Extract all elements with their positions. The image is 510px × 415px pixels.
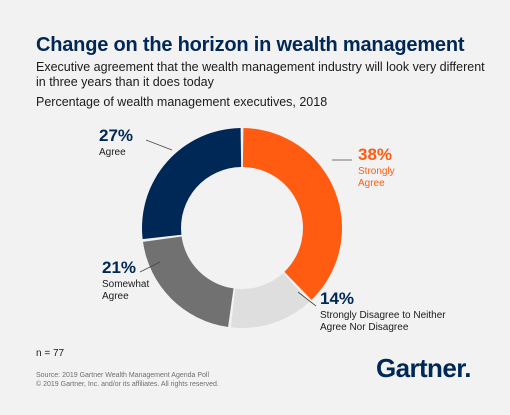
donut-slice-strongly-disagree-to-neither-agree-nor-disagree	[230, 273, 310, 328]
sample-size: n = 77	[36, 348, 65, 359]
source-note: Source: 2019 Gartner Wealth Management A…	[36, 371, 219, 389]
chart-title: Change on the horizon in wealth manageme…	[36, 34, 465, 56]
slice-value-label: 21%	[102, 258, 136, 277]
slice-category-label: Agree	[99, 147, 126, 158]
slice-category-label: Strongly Disagree to Neither	[320, 310, 446, 321]
leader-line	[145, 139, 173, 151]
slice-value-label: 38%	[358, 145, 392, 164]
donut-slice-strongly-agree	[242, 128, 342, 300]
slice-category-label: Agree	[358, 178, 385, 189]
gartner-logo: Gartner.	[376, 353, 471, 383]
slice-category-label: Agree	[102, 291, 129, 302]
chart-measure-label: Percentage of wealth management executiv…	[36, 95, 328, 109]
slice-value-label: 14%	[320, 289, 354, 308]
slice-category-label: Strongly	[358, 166, 395, 177]
chart-subtitle: Executive agreement that the wealth mana…	[36, 60, 485, 89]
slice-value-label: 27%	[99, 126, 133, 145]
copyright-line: © 2019 Gartner, Inc. and/or its affiliat…	[36, 381, 219, 388]
donut-slice-agree	[142, 128, 242, 240]
source-line: Source: 2019 Gartner Wealth Management A…	[36, 372, 210, 379]
leader-line	[139, 261, 161, 273]
slice-category-label: Somewhat	[102, 279, 149, 290]
slice-category-label: Agree Nor Disagree	[320, 322, 409, 333]
leader-line	[297, 291, 317, 307]
donut-slice-somewhat-agree	[142, 236, 234, 328]
